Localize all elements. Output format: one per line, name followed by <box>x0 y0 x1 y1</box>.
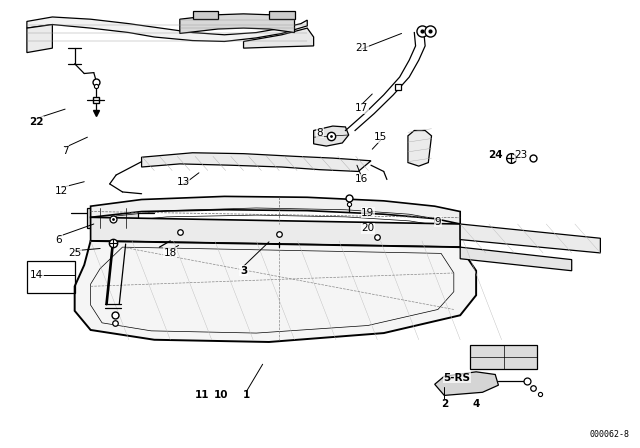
Text: 4: 4 <box>472 399 480 409</box>
Text: 000062-8: 000062-8 <box>589 430 629 439</box>
Polygon shape <box>435 372 499 396</box>
Text: 20: 20 <box>361 224 374 233</box>
Polygon shape <box>180 14 294 34</box>
Polygon shape <box>460 224 600 253</box>
Text: 9: 9 <box>435 217 441 227</box>
Text: 3: 3 <box>240 266 247 276</box>
Text: 11: 11 <box>195 390 209 401</box>
Polygon shape <box>27 17 307 42</box>
Text: 18: 18 <box>164 248 177 258</box>
Text: 21: 21 <box>355 43 368 53</box>
Polygon shape <box>460 247 572 271</box>
Text: 16: 16 <box>355 174 368 185</box>
Polygon shape <box>244 28 314 48</box>
Polygon shape <box>91 196 460 224</box>
Polygon shape <box>88 208 138 228</box>
Polygon shape <box>141 153 371 172</box>
Polygon shape <box>408 130 431 166</box>
Polygon shape <box>75 241 476 342</box>
Polygon shape <box>269 11 294 19</box>
Text: 17: 17 <box>355 103 368 113</box>
Text: 24: 24 <box>488 150 502 160</box>
Text: 6: 6 <box>56 235 62 245</box>
Text: 14: 14 <box>30 270 43 280</box>
Text: 12: 12 <box>55 185 68 196</box>
Polygon shape <box>91 217 460 247</box>
Text: 19: 19 <box>361 208 374 218</box>
Polygon shape <box>470 345 537 369</box>
Text: 22: 22 <box>29 116 44 127</box>
Text: 25: 25 <box>68 248 81 258</box>
Text: 2: 2 <box>440 399 448 409</box>
Text: 13: 13 <box>177 177 189 187</box>
Text: 8: 8 <box>317 128 323 138</box>
Text: 5-RS: 5-RS <box>444 373 470 383</box>
Polygon shape <box>27 25 52 52</box>
Text: 7: 7 <box>62 146 68 155</box>
Polygon shape <box>193 11 218 19</box>
Text: 15: 15 <box>374 132 387 142</box>
Text: 10: 10 <box>214 390 228 401</box>
Text: 23: 23 <box>514 150 527 160</box>
Text: 1: 1 <box>243 390 250 401</box>
Polygon shape <box>314 126 349 146</box>
